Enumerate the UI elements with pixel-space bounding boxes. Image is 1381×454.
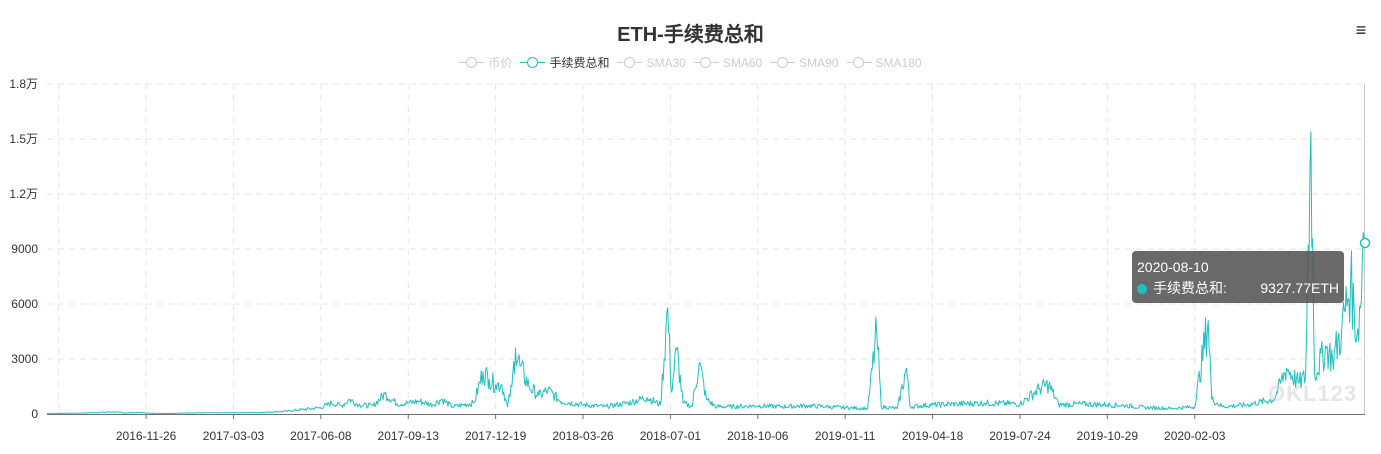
legend: 币价 手续费总和 SMA30 SMA60 SMA90 SMA180: [0, 54, 1381, 71]
x-tick-label: 2020-02-03: [1164, 429, 1226, 443]
watermark-logo: OKL123: [1268, 381, 1358, 406]
x-tick-label: 2018-10-06: [727, 429, 789, 443]
legend-item-label: 币价: [488, 56, 513, 70]
x-tick-label: 2019-07-24: [989, 429, 1051, 443]
legend-line-circle-icon: [617, 56, 643, 70]
legend-item-sma60[interactable]: SMA60: [693, 54, 763, 71]
x-tick-label: 2016-11-26: [116, 429, 177, 443]
y-tick-label: 0: [31, 407, 38, 421]
series-line: [47, 131, 1366, 415]
y-tick-label: 9000: [11, 242, 38, 256]
x-tick-label: 2019-10-29: [1077, 429, 1139, 443]
legend-line-circle-icon: [693, 56, 719, 70]
x-tick-label: 2017-03-03: [203, 429, 265, 443]
series-dot-icon: [1137, 283, 1147, 294]
chart-title: ETH-手续费总和: [617, 24, 764, 46]
legend-item-sma90[interactable]: SMA90: [770, 54, 839, 71]
legend-line-circle-icon: [459, 56, 485, 70]
tooltip-series-label: 手续费总和:: [1153, 280, 1227, 296]
legend-item-label: SMA60: [722, 55, 763, 70]
legend-item-sma180[interactable]: SMA180: [846, 54, 922, 71]
legend-line-circle-icon: [846, 56, 872, 70]
legend-item-label: SMA180: [875, 55, 922, 70]
legend-item-label: SMA90: [799, 55, 839, 70]
y-tick-label: 1.5万: [9, 132, 38, 146]
legend-item-sma30[interactable]: SMA30: [617, 54, 686, 71]
legend-item-label: SMA30: [646, 55, 686, 70]
legend-item-fee-total[interactable]: 手续费总和: [520, 54, 609, 71]
x-tick-label: 2018-03-26: [552, 429, 614, 443]
tooltip-value: 9327.77ETH: [1260, 280, 1339, 296]
x-tick-label: 2018-07-01: [640, 429, 702, 443]
tooltip-date: 2020-08-10: [1137, 259, 1209, 275]
y-tick-label: 6000: [11, 297, 38, 311]
y-tick-label: 1.2万: [9, 187, 38, 201]
legend-line-circle-icon: [770, 56, 796, 70]
legend-item-label: 手续费总和: [549, 56, 610, 70]
tooltip: 2020-08-10 手续费总和: 9327.77ETH: [1132, 251, 1344, 303]
x-tick-label: 2017-09-13: [378, 429, 440, 443]
legend-item-price[interactable]: 币价: [459, 54, 512, 71]
x-tick-label: 2017-06-08: [290, 429, 352, 443]
hamburger-menu-icon[interactable]: ≡: [1355, 20, 1367, 40]
y-tick-label: 1.8万: [9, 77, 38, 91]
x-tick-label: 2019-04-18: [902, 429, 964, 443]
hover-point-marker: [1359, 237, 1371, 249]
x-tick-label: 2017-12-19: [465, 429, 527, 443]
legend-line-circle-icon: [520, 56, 546, 70]
tooltip-row: 手续费总和: 9327.77ETH: [1137, 279, 1339, 298]
x-tick-label: 2019-01-11: [815, 429, 876, 443]
y-tick-label: 3000: [11, 352, 38, 366]
